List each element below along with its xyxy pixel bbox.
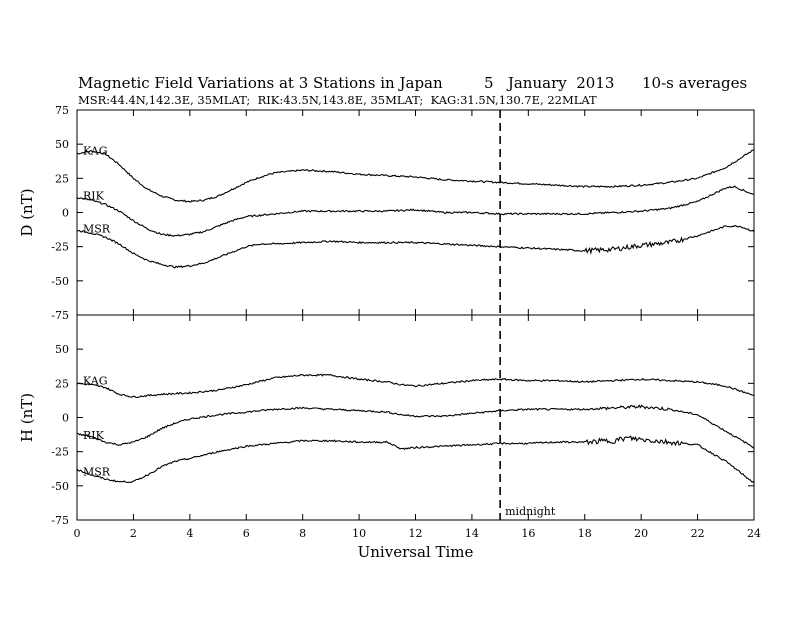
midnight-label: midnight xyxy=(505,505,556,518)
y-tick-label: -25 xyxy=(51,446,69,459)
y-tick-label: 25 xyxy=(55,377,69,390)
series-label-kag: KAG xyxy=(83,374,108,387)
y-tick-label: 25 xyxy=(55,172,69,185)
series-line-rik xyxy=(76,404,755,449)
y-tick-label: 0 xyxy=(62,207,69,220)
y-tick-label: -50 xyxy=(51,480,69,493)
chart-subtitle: MSR:44.4N,142.3E, 35MLAT; RIK:43.5N,143.… xyxy=(78,93,597,107)
x-tick-label: 2 xyxy=(130,527,137,540)
y-tick-label: 0 xyxy=(62,412,69,425)
x-tick-label: 8 xyxy=(299,527,306,540)
x-tick-label: 6 xyxy=(243,527,250,540)
chart-averaging: 10-s averages xyxy=(642,74,747,92)
series-label-msr: MSR xyxy=(83,465,111,478)
y-tick-label: -75 xyxy=(51,514,69,527)
series-line-kag xyxy=(76,149,755,203)
x-tick-label: 12 xyxy=(409,527,423,540)
chart-title: Magnetic Field Variations at 3 Stations … xyxy=(78,74,443,92)
series-line-msr xyxy=(76,225,755,269)
x-tick-label: 18 xyxy=(578,527,592,540)
x-tick-label: 10 xyxy=(352,527,366,540)
series-line-msr xyxy=(76,435,755,484)
x-tick-label: 16 xyxy=(521,527,535,540)
panel-frame xyxy=(76,314,755,521)
y-tick-label: 75 xyxy=(55,104,69,117)
series-label-rik: RIK xyxy=(83,189,105,202)
series-label-msr: MSR xyxy=(83,222,111,235)
x-tick-label: 20 xyxy=(634,527,648,540)
x-axis-label: Universal Time xyxy=(358,543,474,561)
plot-layer: 75 50 25 0 -25 -50 -75 D (nT) KAG RIK MSR 50 25 0 -25 -… xyxy=(18,104,761,561)
y-tick-label: -50 xyxy=(51,275,69,288)
x-tick-label: 22 xyxy=(691,527,705,540)
panel-frame xyxy=(76,109,755,316)
x-tick-label: 14 xyxy=(465,527,479,540)
series-label-rik: RIK xyxy=(83,429,105,442)
y-tick-label: 50 xyxy=(55,138,69,151)
y-axis-label: H (nT) xyxy=(18,393,36,442)
series-line-rik xyxy=(76,185,755,237)
y-tick-label: 50 xyxy=(55,343,69,356)
y-tick-label: -25 xyxy=(51,241,69,254)
y-axis-label: D (nT) xyxy=(18,188,36,236)
series-label-kag: KAG xyxy=(83,145,108,158)
series-line-kag xyxy=(77,373,755,399)
y-tick-label: -75 xyxy=(51,309,69,322)
x-tick-label: 0 xyxy=(74,527,81,540)
chart-titles: Magnetic Field Variations at 3 Stations … xyxy=(78,74,747,107)
x-tick-label: 4 xyxy=(186,527,193,540)
chart-date: 5 January 2013 xyxy=(484,74,614,92)
x-tick-label: 24 xyxy=(747,527,761,540)
